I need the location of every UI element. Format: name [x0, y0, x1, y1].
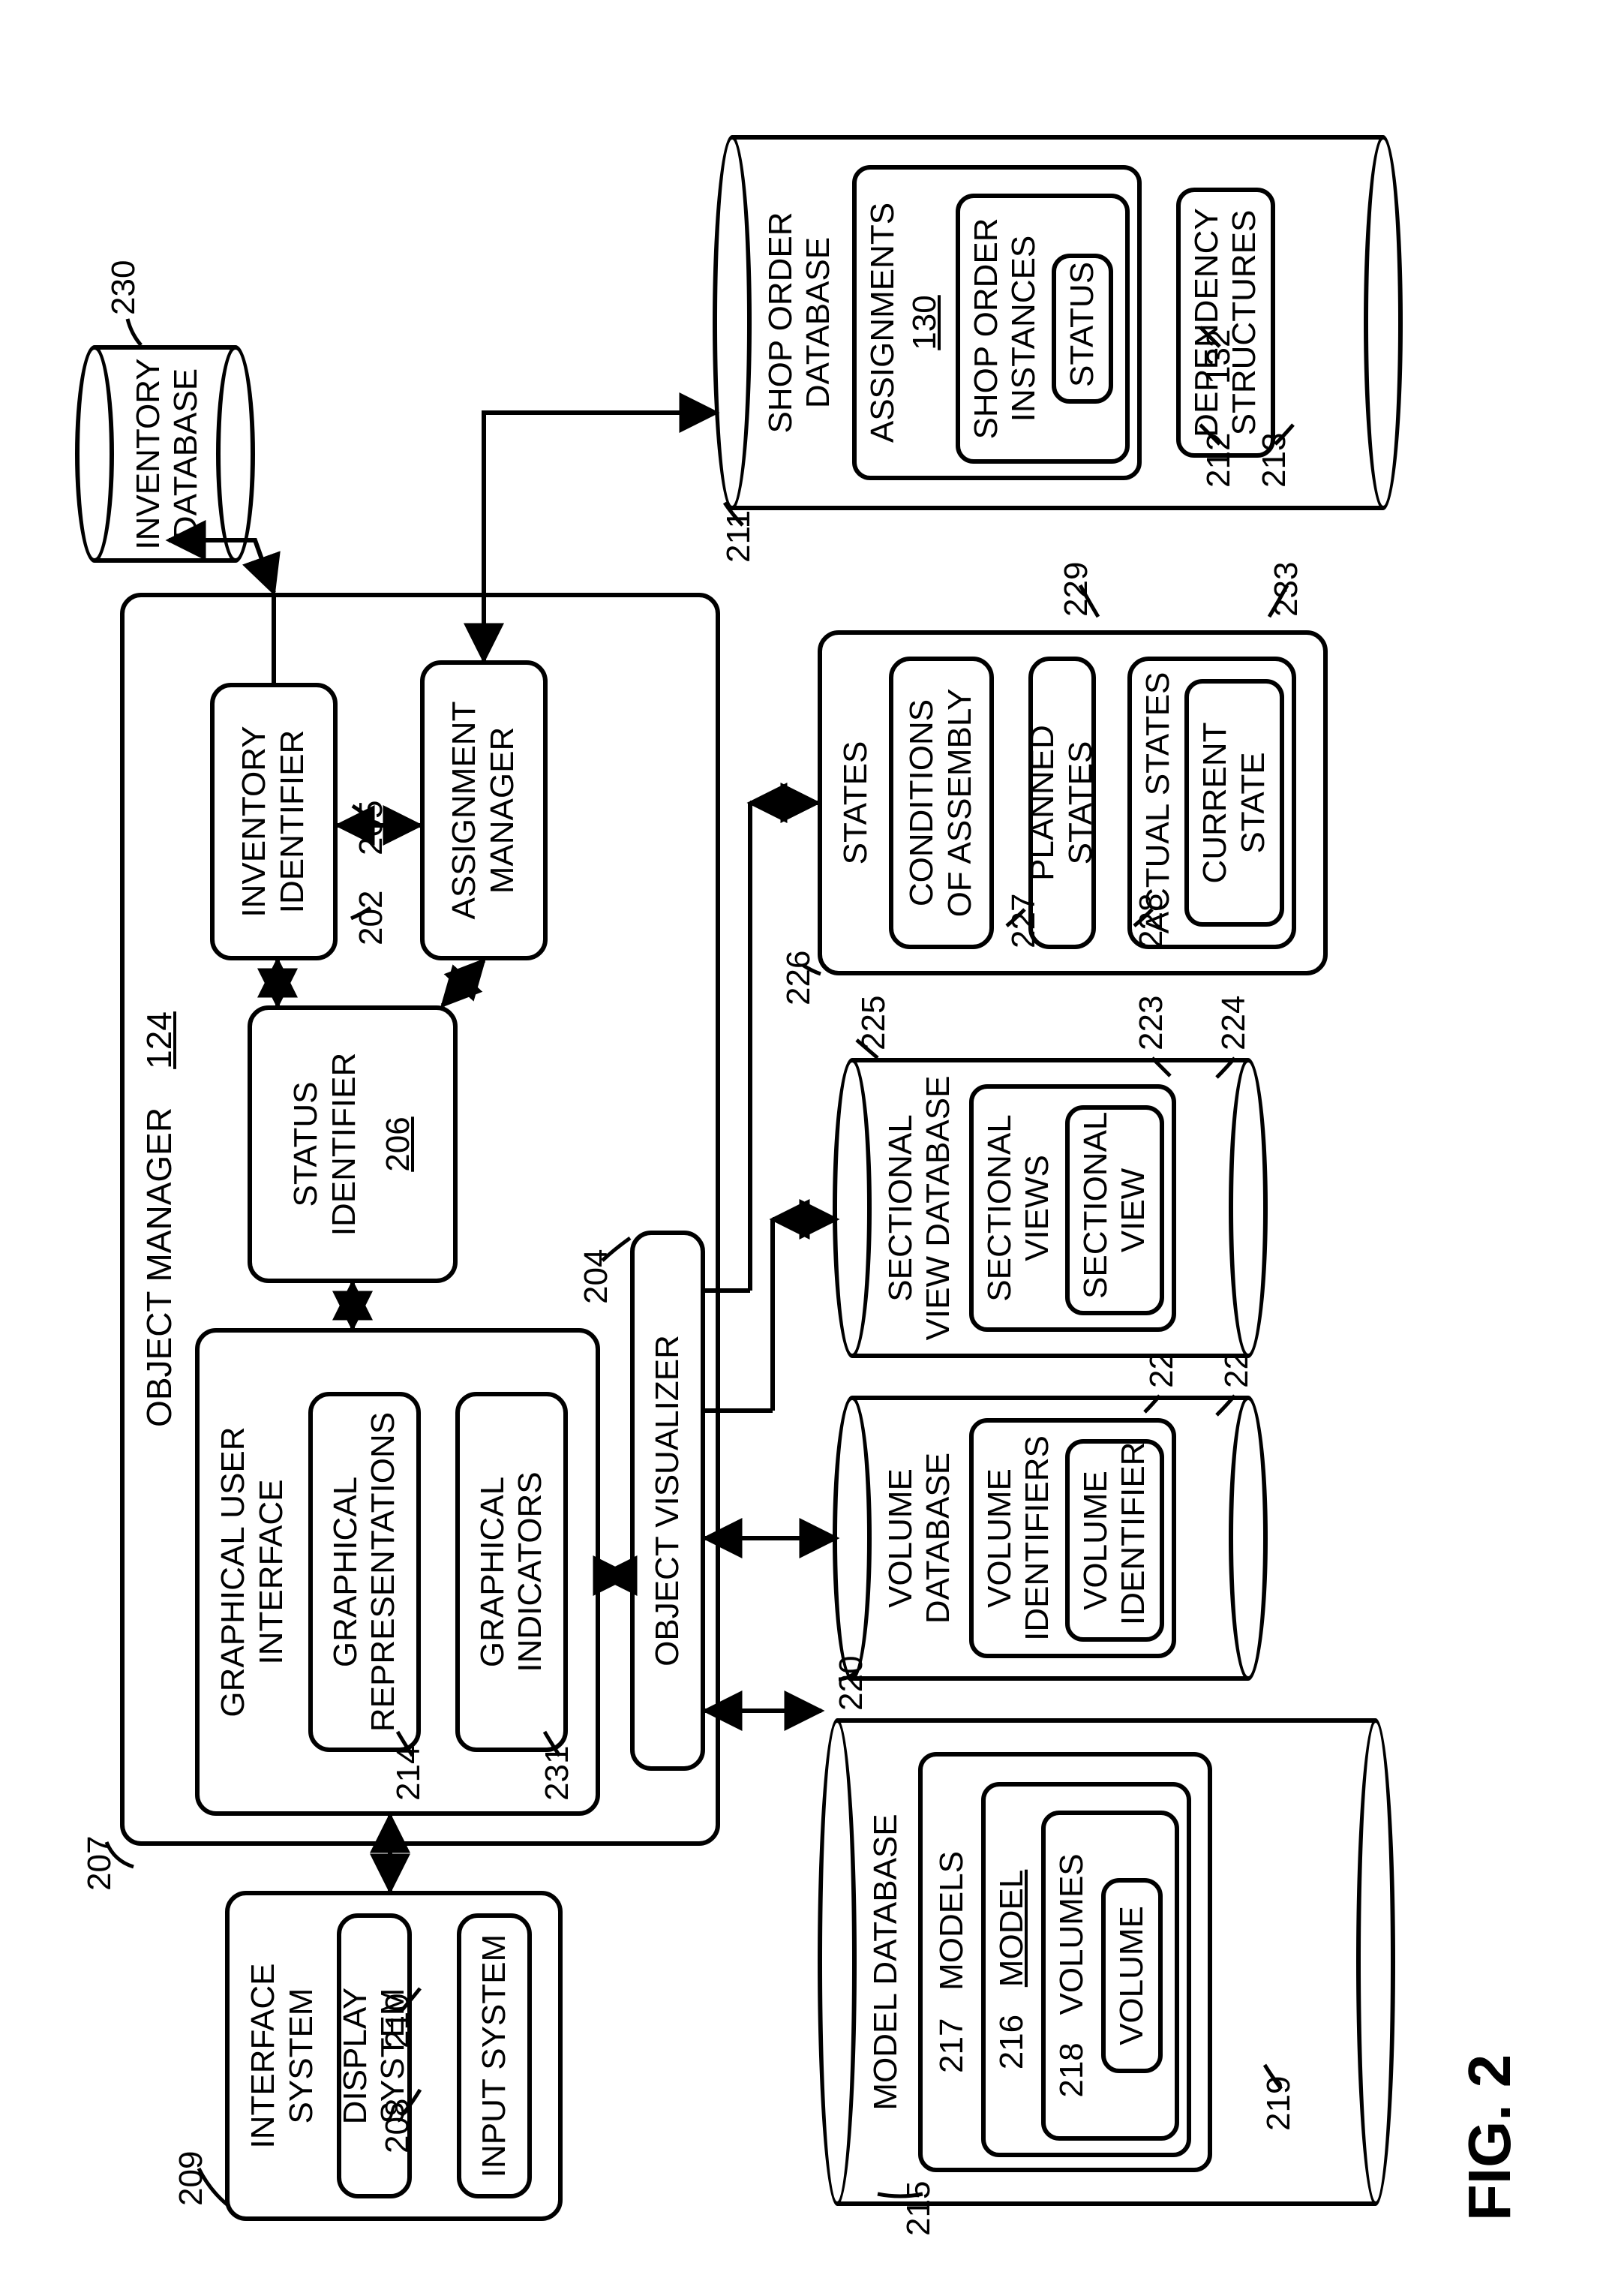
gui-title: GRAPHICAL USER INTERFACE — [215, 1346, 290, 1798]
assignments: ASSIGNMENTS 130 SHOP ORDER INSTANCES STA… — [852, 165, 1142, 480]
graphical-indicators-label: GRAPHICAL INDICATORS — [474, 1471, 550, 1672]
graphical-representations: GRAPHICAL REPRESENTATIONS — [308, 1392, 421, 1752]
object-manager-callout: 207 — [81, 1836, 119, 1891]
inventory-db-ref: 230 — [105, 260, 143, 315]
display-system: DISPLAY SYSTEM — [337, 1913, 412, 2198]
inventory-database: INVENTORY DATABASE — [75, 345, 255, 563]
gui: GRAPHICAL USER INTERFACE GRAPHICAL REPRE… — [195, 1328, 600, 1816]
planned-ref: 228 — [1133, 894, 1170, 948]
instances-ref: 212 — [1200, 433, 1238, 488]
dependency-structures: DEPENDENCY STRUCTURES — [1176, 188, 1275, 458]
assignment-manager: ASSIGNMENT MANAGER — [420, 660, 548, 960]
input-system: INPUT SYSTEM — [457, 1913, 532, 2198]
object-manager-title: OBJECT MANAGER — [140, 1107, 179, 1427]
object-manager-ref: 124 — [140, 1011, 179, 1069]
models-box: 217 MODELS 216 MODEL 218 VOLUMES — [918, 1752, 1212, 2172]
model-database: MODEL DATABASE 217 MODELS 216 MODEL — [818, 1718, 1395, 2206]
model-db-ref: 215 — [900, 2181, 938, 2236]
current-state: CURRENT STATE — [1184, 679, 1284, 927]
status-identifier-ref: 206 — [380, 1116, 418, 1171]
input-system-ref: 208 — [379, 2099, 416, 2153]
sectional-views: SECTIONAL VIEWS SECTIONAL VIEW — [969, 1084, 1176, 1332]
inventory-identifier-ref: 202 — [353, 891, 390, 945]
volume-database: VOLUME DATABASE VOLUME IDENTIFIERS VOLUM… — [833, 1396, 1268, 1681]
dependency-ref: 213 — [1256, 433, 1293, 488]
page: OBJECT MANAGER 124 207 GRAPHICAL USER IN… — [0, 0, 1624, 2296]
interface-system: INTERFACE SYSTEM DISPLAY SYSTEM INPUT SY… — [225, 1891, 563, 2221]
sectional-view: SECTIONAL VIEW — [1065, 1105, 1164, 1315]
gui-ind-ref: 231 — [539, 1746, 576, 1801]
shop-order-database: SHOP ORDER DATABASE ASSIGNMENTS 130 SHOP… — [713, 135, 1403, 510]
states-ref: 226 — [780, 951, 818, 1005]
status-identifier: STATUS IDENTIFIER 206 — [248, 1005, 458, 1283]
status-box: STATUS — [1052, 254, 1113, 404]
sectional-view-ref: 224 — [1215, 996, 1253, 1050]
volume-identifiers: VOLUME IDENTIFIERS VOLUME IDENTIFIER — [969, 1418, 1176, 1658]
volume-identifier: VOLUME IDENTIFIER — [1065, 1439, 1164, 1642]
inventory-identifier-label: INVENTORY IDENTIFIER — [236, 726, 311, 917]
assignment-manager-label: ASSIGNMENT MANAGER — [446, 702, 521, 920]
object-visualizer-ref: 204 — [578, 1249, 615, 1304]
inventory-identifier: INVENTORY IDENTIFIER — [210, 683, 338, 960]
volume-box: VOLUME — [1101, 1878, 1163, 2073]
object-visualizer: OBJECT VISUALIZER — [630, 1231, 705, 1771]
shop-order-db-ref: 211 — [720, 510, 758, 563]
states: STATES CONDITIONS OF ASSEMBLY PLANNED ST… — [818, 630, 1328, 975]
diagram-canvas: OBJECT MANAGER 124 207 GRAPHICAL USER IN… — [53, 98, 1553, 2236]
interface-system-title: INTERFACE SYSTEM — [245, 1909, 320, 2203]
volume-db-ref: 220 — [833, 1656, 870, 1711]
current-state-ref: 233 — [1268, 562, 1305, 617]
sectional-views-ref: 223 — [1133, 996, 1170, 1050]
sectional-view-database: SECTIONAL VIEW DATABASE SECTIONAL VIEWS … — [833, 1058, 1268, 1358]
gui-rep-ref: 214 — [390, 1746, 428, 1801]
figure-label: FIG. 2 — [1455, 2054, 1524, 2221]
status-ref: 132 — [1200, 329, 1238, 384]
inventory-identifier-callout: 205 — [353, 801, 390, 855]
graphical-indicators: GRAPHICAL INDICATORS — [455, 1392, 568, 1752]
display-system-ref: 210 — [379, 1994, 416, 2048]
conditions-ref: 227 — [1005, 894, 1043, 948]
volume-ref: 219 — [1260, 2076, 1298, 2131]
planned-callout: 229 — [1058, 562, 1095, 617]
interface-system-callout: 209 — [173, 2151, 210, 2206]
shop-order-instances: SHOP ORDER INSTANCES STATUS — [956, 194, 1130, 464]
model-box: 216 MODEL 218 VOLUMES VOLUME — [981, 1782, 1191, 2157]
sectional-db-ref: 225 — [855, 996, 893, 1050]
object-visualizer-label: OBJECT VISUALIZER — [649, 1335, 687, 1666]
graphical-representations-label: GRAPHICAL REPRESENTATIONS — [327, 1412, 403, 1732]
volumes-box: 218 VOLUMES VOLUME — [1041, 1811, 1179, 2141]
conditions-of-assembly: CONDITIONS OF ASSEMBLY — [889, 657, 994, 949]
status-identifier-label: STATUS IDENTIFIER — [287, 1053, 363, 1236]
